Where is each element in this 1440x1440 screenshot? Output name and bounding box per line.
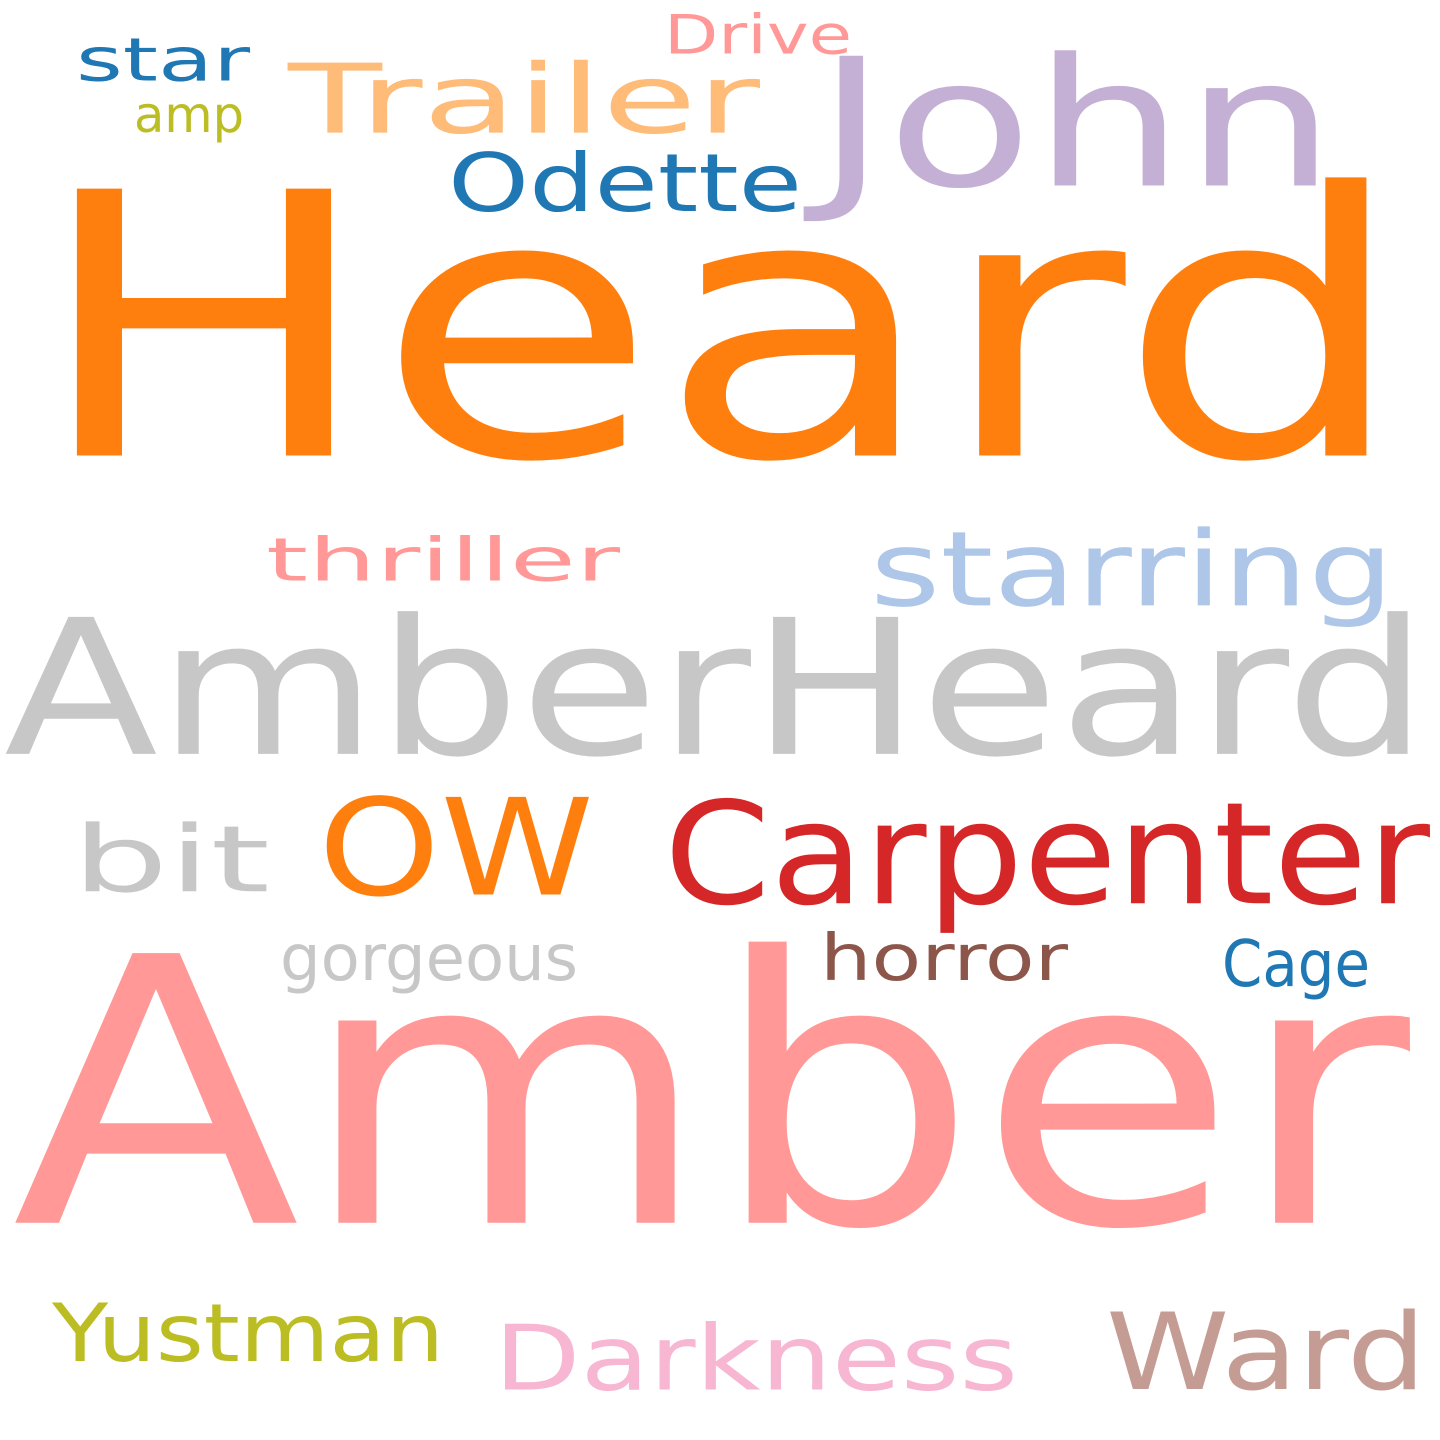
word-ow: OW	[318, 769, 594, 927]
word-trailer: Trailer	[288, 43, 760, 156]
word-john: John	[816, 19, 1336, 229]
word-amber: Amber	[12, 878, 1410, 1312]
word-drive: Drive	[664, 3, 852, 67]
word-bit: bit	[72, 805, 270, 914]
word-gorgeous: gorgeous	[280, 920, 578, 996]
word-thriller: thriller	[266, 524, 620, 595]
word-amberheard: AmberHeard	[4, 579, 1428, 800]
word-amp: amp	[134, 85, 244, 144]
word-ward: Ward	[1106, 1290, 1426, 1415]
word-yustman: Yustman	[52, 1286, 444, 1381]
word-cage: Cage	[1222, 926, 1370, 1002]
word-heard: Heard	[32, 115, 1408, 544]
word-star: star	[76, 24, 250, 95]
word-carpenter: Carpenter	[664, 771, 1430, 938]
word-darkness: Darkness	[494, 1305, 1018, 1412]
word-odette: Odette	[448, 136, 802, 231]
word-starring: starring	[870, 508, 1394, 631]
word-horror: horror	[820, 920, 1068, 996]
